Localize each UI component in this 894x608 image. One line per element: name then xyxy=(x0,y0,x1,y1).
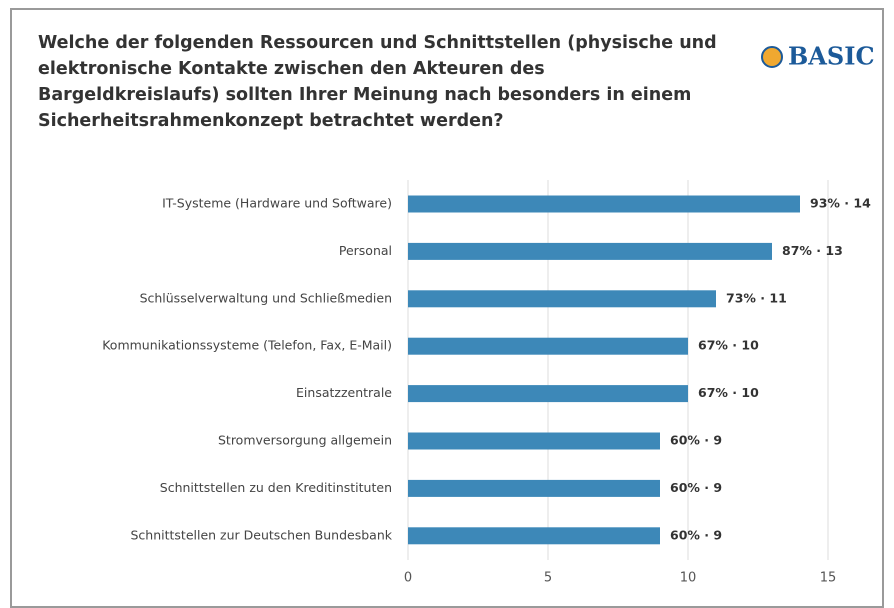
data-label: 67% · 10 xyxy=(698,385,759,400)
bar xyxy=(408,337,688,355)
y-tick-label: Stromversorgung allgemein xyxy=(218,433,392,448)
x-tick-label: 10 xyxy=(680,571,697,586)
bar xyxy=(408,385,688,403)
logo-text: BASIC xyxy=(788,42,875,71)
logo-icon xyxy=(762,47,782,67)
data-label: 60% · 9 xyxy=(670,433,722,448)
chart-title: Welche der folgenden Ressourcen und Schn… xyxy=(38,33,717,131)
bar xyxy=(408,290,716,308)
y-tick-label: Schnittstellen zur Deutschen Bundesbank xyxy=(130,527,392,542)
y-tick-label: Kommunikationssysteme (Telefon, Fax, E-M… xyxy=(102,338,392,353)
data-label: 67% · 10 xyxy=(698,338,759,353)
data-label: 93% · 14 xyxy=(810,196,871,211)
y-tick-label: Einsatzzentrale xyxy=(296,385,392,400)
y-tick-label: Schnittstellen zu den Kreditinstituten xyxy=(160,480,392,495)
x-tick-label: 0 xyxy=(404,571,412,586)
bar xyxy=(408,527,660,545)
data-label: 87% · 13 xyxy=(782,243,843,258)
bar xyxy=(408,432,660,450)
y-tick-label: Schlüsselverwaltung und Schließmedien xyxy=(140,290,392,305)
bar xyxy=(408,242,772,260)
x-tick-label: 5 xyxy=(544,571,552,586)
y-tick-label: IT-Systeme (Hardware und Software) xyxy=(162,196,392,211)
x-tick-label: 15 xyxy=(820,571,837,586)
data-label: 60% · 9 xyxy=(670,527,722,542)
bar xyxy=(408,195,800,213)
y-tick-label: Personal xyxy=(339,243,392,258)
data-label: 60% · 9 xyxy=(670,480,722,495)
bar xyxy=(408,479,660,497)
logo-ring xyxy=(761,46,783,68)
data-label: 73% · 11 xyxy=(726,290,787,305)
